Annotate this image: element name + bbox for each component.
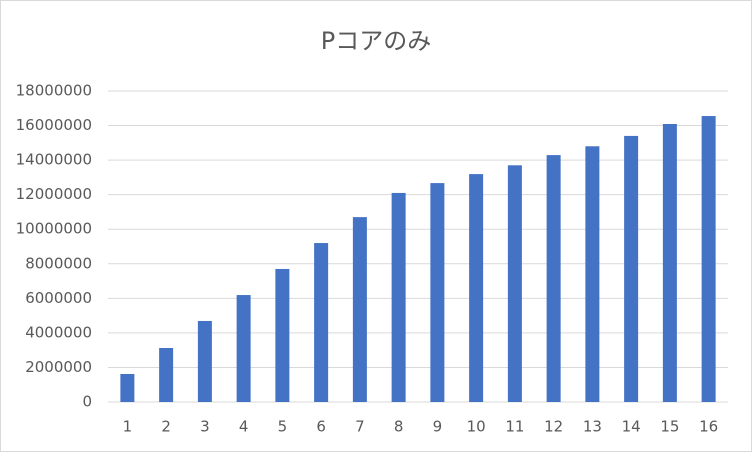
bar (624, 135, 639, 402)
bar (585, 146, 600, 402)
y-tick-label: 12000000 (16, 185, 92, 203)
bar (159, 348, 174, 402)
bar (391, 192, 406, 402)
x-tick-label: 1 (123, 418, 133, 436)
bar (352, 217, 367, 402)
bar (197, 320, 212, 402)
x-tick-label: 9 (433, 418, 443, 436)
y-tick-label: 0 (82, 393, 92, 411)
x-tick-label: 2 (161, 418, 171, 436)
bar (430, 183, 445, 402)
y-tick-label: 2000000 (25, 358, 92, 376)
x-tick-label: 14 (622, 418, 641, 436)
bar (120, 374, 135, 402)
y-tick-label: 4000000 (25, 323, 92, 341)
chart-title: Pコアのみ (321, 27, 431, 55)
x-tick-label: 7 (355, 418, 365, 436)
x-tick-label: 10 (467, 418, 486, 436)
x-tick-label: 6 (316, 418, 326, 436)
x-tick-label: 16 (699, 418, 718, 436)
bar (275, 268, 290, 402)
x-tick-label: 3 (200, 418, 210, 436)
bar (507, 165, 522, 402)
bar (236, 295, 251, 402)
x-tick-label: 11 (505, 418, 524, 436)
y-tick-label: 10000000 (16, 220, 92, 238)
bar (662, 124, 677, 403)
y-tick-label: 18000000 (16, 82, 92, 100)
y-tick-label: 8000000 (25, 254, 92, 272)
x-tick-label: 13 (583, 418, 602, 436)
x-tick-label: 5 (278, 418, 288, 436)
x-tick-label: 15 (660, 418, 679, 436)
x-tick-label: 4 (239, 418, 249, 436)
bar (469, 174, 484, 402)
y-tick-label: 14000000 (16, 151, 92, 169)
y-tick-label: 16000000 (16, 116, 92, 134)
bar (701, 116, 716, 402)
y-tick-label: 6000000 (25, 289, 92, 307)
x-tick-label: 8 (394, 418, 404, 436)
x-tick-label: 12 (544, 418, 563, 436)
bar (546, 155, 561, 402)
bar (314, 243, 329, 402)
